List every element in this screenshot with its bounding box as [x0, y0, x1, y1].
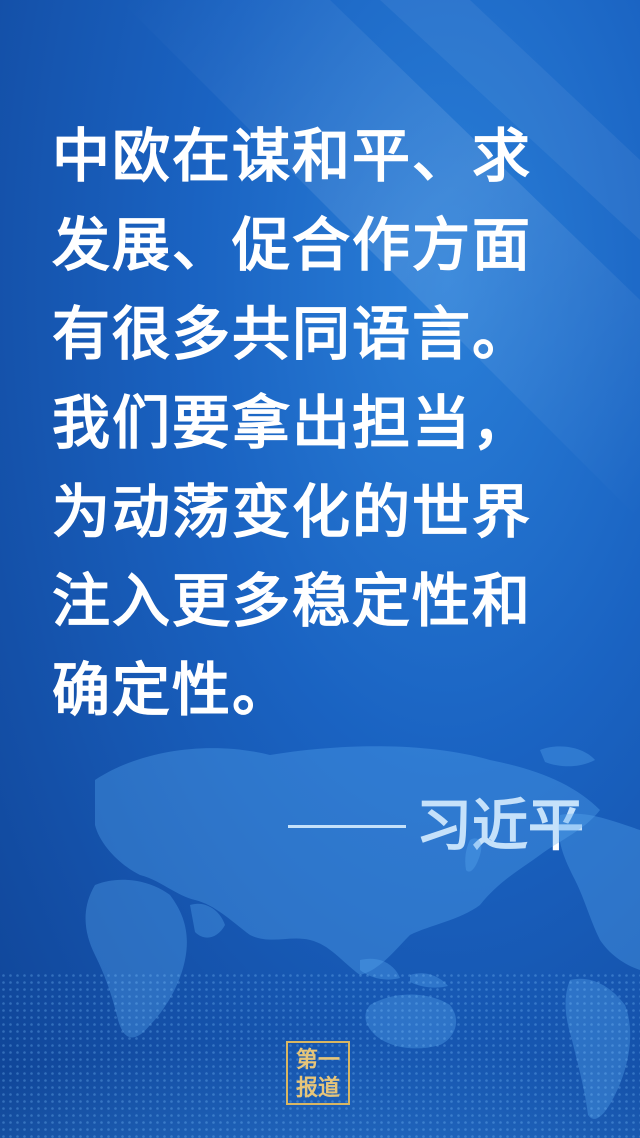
quote-line: 为动荡变化的世界: [52, 478, 533, 546]
diyi-baodao-logo-icon: 第一 报道: [286, 1041, 350, 1105]
em-dash-line: [288, 824, 406, 828]
logo-line-2: 报道: [295, 1075, 340, 1101]
author-attribution: 习近平: [288, 790, 618, 862]
quote-line: 有很多共同语言。: [52, 300, 533, 368]
world-map-icon: [0, 746, 640, 1138]
quote-line: 注入更多稳定性和: [52, 567, 533, 635]
quote-line: 我们要拿出担当，: [52, 389, 533, 457]
quote-line: 确定性。: [52, 656, 293, 724]
quote-line: 中欧在谋和平、求: [52, 122, 533, 190]
quote-line: 发展、促合作方面: [52, 211, 533, 279]
quote-text: 中欧在谋和平、求 发展、促合作方面 有很多共同语言。 我们要拿出担当， 为动荡变…: [52, 112, 612, 735]
author-name: 习近平: [416, 793, 584, 859]
logo-line-1: 第一: [295, 1047, 340, 1073]
